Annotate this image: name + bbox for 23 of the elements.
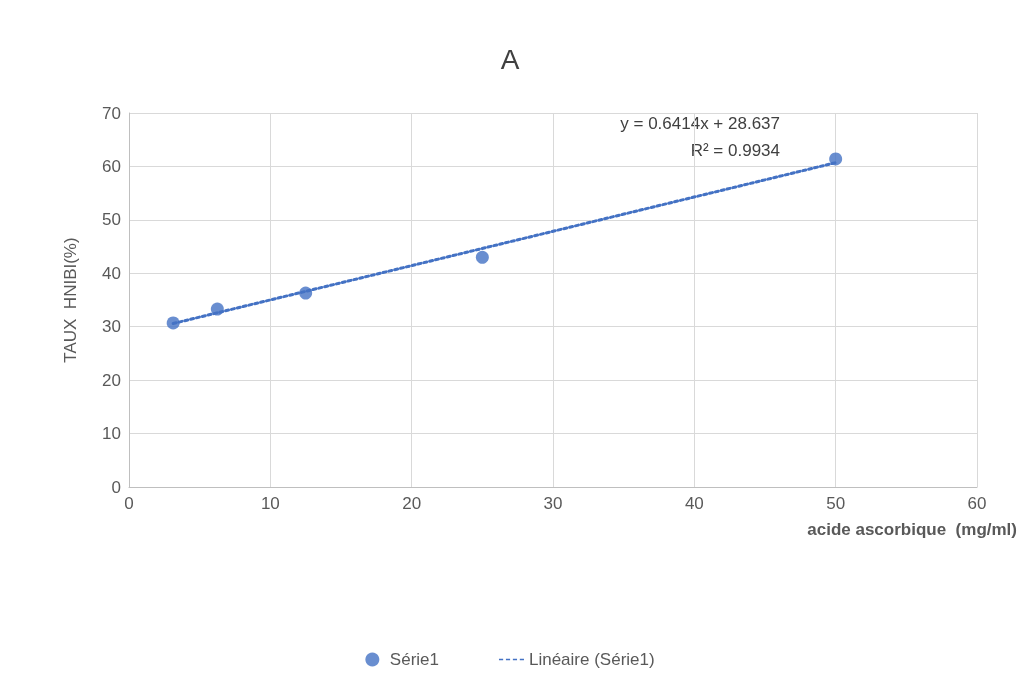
y-tick-label: 10 xyxy=(102,424,121,444)
x-tick-label: 10 xyxy=(260,494,280,513)
annotation: R² = 0.9934 xyxy=(690,141,780,160)
y-axis-title: TAUX HNIBI(%) xyxy=(61,237,80,363)
x-axis-title: acide ascorbique (mg/ml) xyxy=(807,520,1017,539)
y-tick-label: 60 xyxy=(102,156,121,176)
x-tick-label: 50 xyxy=(826,494,846,513)
x-tick-label: 20 xyxy=(402,494,422,513)
y-tick-label: 40 xyxy=(102,263,121,283)
x-tick-label: 40 xyxy=(684,494,704,513)
y-tick-label: 30 xyxy=(102,317,121,337)
y-tick-label: 20 xyxy=(102,370,121,390)
legend-label: Linéaire (Série1) xyxy=(528,650,655,669)
chart-title: A xyxy=(500,43,520,75)
y-tick-label: 0 xyxy=(111,477,121,497)
annotation: y = 0.6414x + 28.637 xyxy=(620,114,780,133)
y-tick-label: 70 xyxy=(102,103,121,123)
x-tick-label: 30 xyxy=(543,494,563,513)
x-tick-label: 60 xyxy=(967,494,987,513)
legend-label: Série1 xyxy=(389,650,439,669)
x-tick-label: 0 xyxy=(124,494,134,513)
y-tick-label: 50 xyxy=(102,210,121,230)
point xyxy=(475,250,489,264)
